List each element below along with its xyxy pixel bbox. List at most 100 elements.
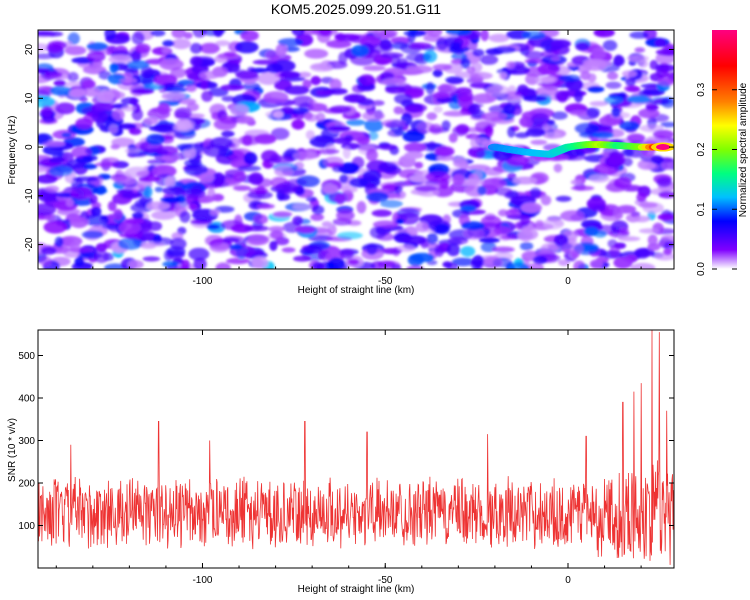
spectrogram-cell [148,124,173,132]
spectrogram-cell [339,248,354,260]
spectrogram-cell [104,263,127,269]
spectrogram-cell [70,187,93,200]
spectrogram-cell [121,105,136,112]
spectrogram-cell [69,216,89,229]
spectrogram-cell [228,244,243,250]
spectrogram-cell [366,191,389,203]
spectrogram-cell [278,193,291,201]
spectrogram-cell [343,94,367,103]
spectrogram-cell [240,30,259,42]
colorbar: 0.0 0.1 0.2 0.3 Normalized spectral amplitu… [696,30,749,276]
spectrogram-cell [652,129,674,139]
spectrogram-cell [558,259,570,267]
snr-x-label: Height of straight line (km) [298,584,415,595]
spectrogram-cell [150,30,166,37]
spectrogram-cell [512,176,538,185]
spectrogram-cell [170,237,187,250]
spectrogram-cell [608,154,626,165]
spectrogram-cell [145,133,165,145]
spectrogram-cell [468,103,481,115]
spectrogram-cell [492,46,516,54]
spectrogram-cell [553,234,569,247]
spectrogram-cell [531,112,550,126]
spectrogram-cell [38,191,57,203]
spectrogram-cell [162,48,171,54]
spectrogram-cell [170,67,187,79]
spectrogram-cell [426,112,438,121]
spectrogram-cell [189,56,203,67]
spectrogram-cell [609,229,630,238]
spectrogram-cell [397,58,408,66]
spectrogram-cell [505,208,522,218]
spectrogram-cell [90,206,102,217]
spectrogram-cell [257,72,280,85]
spectrogram-cell [121,192,143,199]
spectrogram-cell [118,221,141,235]
x-tick-label: 0 [565,575,571,586]
spectrogram-cell [193,257,207,269]
spectrogram-cell [132,212,144,219]
spectrogram-cell [268,226,285,232]
spectrogram-cell [495,187,513,196]
spectrogram-cell [629,31,649,39]
spectrogram-cell [107,200,117,212]
spectrogram-cell [535,76,555,83]
spectrogram-cell [38,174,58,184]
spectrogram-cell [479,222,501,230]
spectrogram-cell [447,236,469,245]
x-tick-label: -50 [378,276,393,287]
spectrogram-cell [253,214,269,225]
spectrogram-cell [86,42,109,51]
spectrogram-cell [326,39,352,49]
spectrogram-cell [93,250,110,264]
spectrogram-cell [380,248,403,255]
spectrogram-cell [293,255,311,262]
spectrogram-cell [645,104,659,111]
spectrogram-cell [655,48,674,56]
spectrogram-cell [160,196,181,204]
spectrogram-cell [537,63,561,75]
spectrogram-cell [108,54,132,64]
spectrogram-cell [162,261,179,268]
spectrogram-cell [380,52,404,59]
spectrogram-cell [624,85,640,92]
spectrogram-cell [79,96,88,103]
spectrogram-cell [410,252,435,263]
chart-title: KOM5.2025.099.20.51.G11 [271,1,441,17]
spectrogram-cell [588,174,610,183]
spectrogram-cell [89,194,98,204]
spectrogram-cell [535,86,559,97]
x-tick-label: -100 [192,276,212,287]
spectrogram-cell [56,208,81,216]
spectrogram-cell [199,172,215,183]
spectrogram-cell [481,177,506,189]
spectrogram-cell [61,132,72,138]
spectrogram-cell [83,214,110,227]
spectrogram-cell [633,215,650,223]
spectrogram-cell [415,221,429,233]
spectrogram-cell [328,257,345,269]
spectrogram-cell [658,191,674,199]
spectrogram-cell [364,118,384,132]
y-tick-label: 500 [18,351,35,362]
spectrogram-cell [546,119,556,126]
spectrogram-cell [535,220,544,227]
spectrogram-cell [142,256,161,262]
spectrogram-x-ticks: -100 -50 0 [55,30,642,287]
spectrogram-cell [351,44,369,57]
spectrogram-cell [397,244,416,252]
spectrogram-cell [200,80,209,90]
spectrogram-cell [307,103,328,112]
spectrogram-cell [553,163,563,173]
spectrogram-cell [232,171,247,183]
spectrogram-cell [233,185,251,191]
spectrogram-cell [474,148,486,159]
spectrogram-cell [318,30,332,37]
spectrogram-cell [135,43,151,54]
spectrogram-cell [402,131,425,143]
spectrogram-cell [310,213,325,221]
spectrogram-cell [242,134,253,146]
spectrogram-cell [483,256,503,268]
spectrogram-cell [190,42,203,54]
spectrogram-cell [91,110,108,123]
